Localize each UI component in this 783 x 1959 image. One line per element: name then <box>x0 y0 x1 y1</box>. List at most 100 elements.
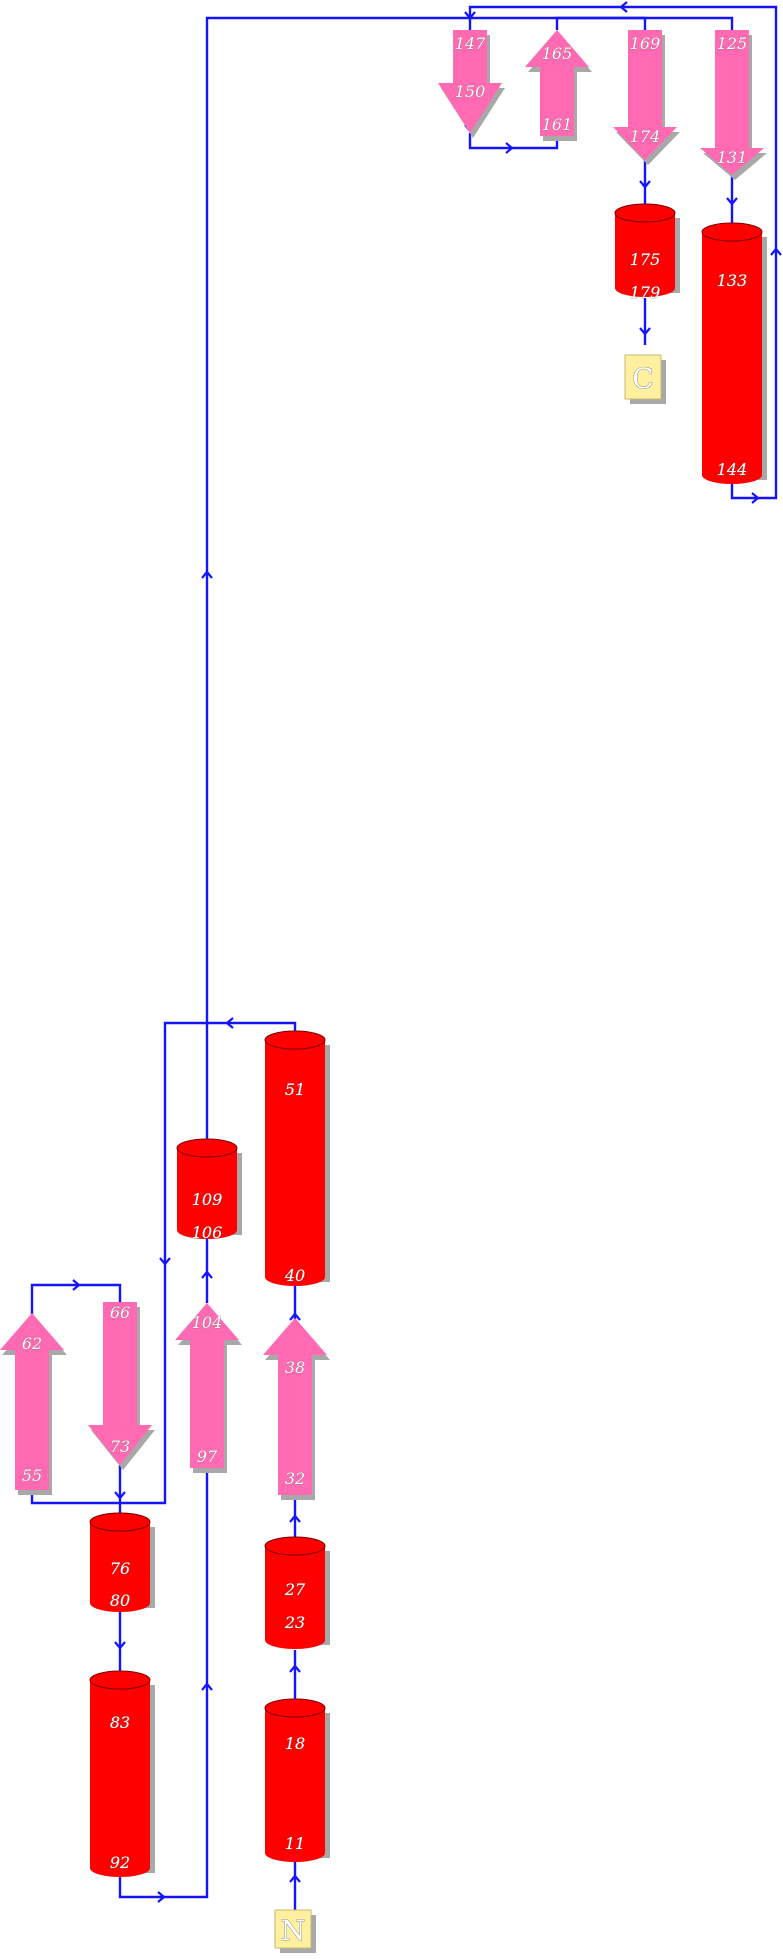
helix-end-label: 80 <box>110 1591 130 1610</box>
helix-23-27: 23 27 <box>264 1536 330 1649</box>
helix-175-179: 175 179 <box>614 203 680 302</box>
direction-arrow-up <box>201 570 213 579</box>
helix-top-cap <box>701 222 763 242</box>
direction-arrow-right <box>72 1279 81 1291</box>
strand-end-label: 104 <box>192 1313 223 1332</box>
direction-arrow-down <box>726 197 738 206</box>
helix-76-80: 76 80 <box>89 1512 155 1612</box>
strand-start-label: 169 <box>630 34 661 53</box>
strand-arrow <box>263 1318 327 1495</box>
n-terminus-box <box>274 1909 312 1949</box>
helix-end-label: 51 <box>285 1080 305 1099</box>
loop-strand-62-to-strand-66 <box>30 1283 122 1323</box>
helix-end-label: 179 <box>630 283 661 302</box>
helix-bottom-cap <box>702 466 762 484</box>
helix-end-label: 92 <box>110 1853 130 1872</box>
strand-169-174: 169 174 <box>613 30 680 165</box>
strand-arrow <box>613 30 677 160</box>
strand-end-label: 131 <box>717 148 748 167</box>
helix-start-label: 83 <box>110 1713 130 1732</box>
helix-body <box>265 1546 325 1640</box>
direction-arrow-down <box>159 1257 171 1266</box>
strand-147-150: 147 150 <box>438 30 505 138</box>
helix-body <box>90 1522 150 1603</box>
direction-arrows <box>72 1 782 1903</box>
helix-top-cap <box>264 1030 326 1050</box>
c-terminus-box <box>624 354 662 400</box>
strand-end-label: 38 <box>285 1358 305 1377</box>
strand-start-label: 125 <box>717 34 748 53</box>
helix-body <box>90 1680 150 1868</box>
helix-end-label: 144 <box>717 460 748 479</box>
loop-strand-165-to-strand-169 <box>555 16 647 30</box>
loop-helix-109-to-strand-125 <box>205 16 734 1148</box>
helix-bottom-cap <box>90 1859 150 1877</box>
helix-end-label: 18 <box>285 1734 305 1753</box>
direction-arrow-left <box>225 1017 234 1029</box>
strand-start-label: 97 <box>197 1447 218 1466</box>
helix-start-label: 40 <box>284 1266 305 1285</box>
strand-end-label: 150 <box>455 82 486 101</box>
helix-start-label: 133 <box>717 271 748 290</box>
helix-start-label: 11 <box>285 1834 305 1853</box>
direction-arrow-up <box>289 1514 301 1523</box>
direction-arrow-down <box>464 11 476 20</box>
helix-bottom-cap <box>615 279 675 297</box>
helix-top-cap <box>264 1698 326 1718</box>
strand-start-label: 32 <box>285 1469 305 1488</box>
helix-start-label: 175 <box>630 250 661 269</box>
helix-bottom-cap <box>265 1268 325 1286</box>
strand-55-62: 55 62 <box>0 1313 67 1495</box>
helix-106-109: 106 109 <box>176 1138 242 1242</box>
direction-arrow-up <box>289 1874 301 1883</box>
direction-arrow-down <box>639 327 651 336</box>
strand-start-label: 147 <box>455 34 486 53</box>
strand-97-104: 97 104 <box>175 1303 242 1473</box>
helix-top-cap <box>614 203 676 223</box>
strand-125-131: 125 131 <box>700 30 767 180</box>
direction-arrow-up <box>770 247 782 256</box>
n-terminus-label: N <box>281 1914 306 1947</box>
strand-66-73: 66 73 <box>88 1302 155 1470</box>
strand-arrow <box>525 30 589 136</box>
c-terminus: C <box>624 354 666 404</box>
helix-body <box>615 213 675 288</box>
helix-133-144: 133 144 <box>701 222 767 484</box>
strand-end-label: 174 <box>630 127 661 146</box>
loop-helix-144-to-strand-147 <box>468 5 778 500</box>
strand-end-label: 165 <box>542 44 573 63</box>
strand-end-label: 62 <box>22 1334 42 1353</box>
helix-bottom-cap <box>90 1594 150 1612</box>
direction-arrow-down <box>114 1491 126 1500</box>
direction-arrow-up <box>201 1270 213 1279</box>
strand-arrow <box>175 1303 239 1468</box>
helix-bottom-cap <box>265 1844 325 1862</box>
helix-start-label: 76 <box>110 1559 130 1578</box>
direction-arrow-down <box>639 180 651 189</box>
helix-end-label: 109 <box>192 1190 223 1209</box>
helix-body <box>265 1040 325 1277</box>
direction-arrow-down <box>114 1641 126 1650</box>
direction-arrow-up <box>289 1312 301 1321</box>
helix-11-18: 11 18 <box>264 1698 330 1862</box>
strand-start-label: 55 <box>22 1466 42 1485</box>
strand-161-165: 161 165 <box>525 30 592 141</box>
strand-arrow <box>0 1313 64 1490</box>
helix-start-label: 23 <box>284 1613 305 1632</box>
c-terminus-label: C <box>632 362 653 395</box>
strand-arrow <box>438 30 502 133</box>
helix-top-cap <box>89 1512 151 1532</box>
direction-arrow-up <box>201 1682 213 1691</box>
strand-start-label: 161 <box>542 115 573 134</box>
helix-83-92: 83 92 <box>89 1670 155 1877</box>
strand-end-label: 73 <box>110 1437 130 1456</box>
direction-arrow-up <box>289 1664 301 1673</box>
direction-arrow-right <box>505 142 514 154</box>
strand-arrow <box>700 30 764 175</box>
helix-end-label: 27 <box>284 1580 306 1599</box>
strand-start-label: 66 <box>110 1303 130 1322</box>
helix-bottom-cap <box>265 1631 325 1649</box>
helix-top-cap <box>264 1536 326 1556</box>
direction-arrow-right <box>157 1891 166 1903</box>
